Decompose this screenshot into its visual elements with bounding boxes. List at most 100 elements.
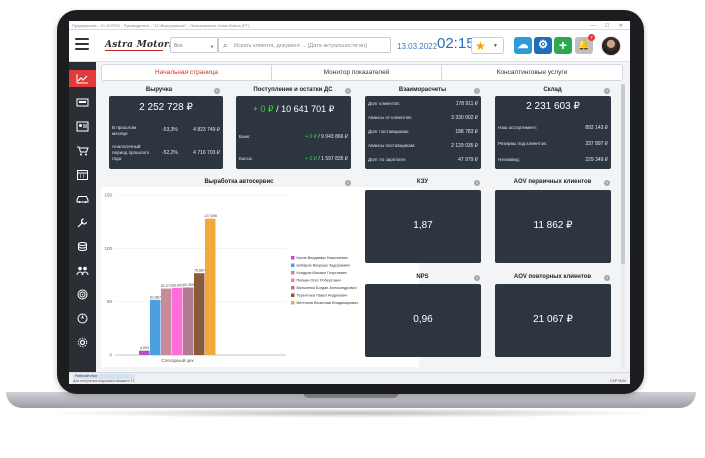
aov-repeat-card[interactable]: 21 067 ₽: [495, 284, 611, 357]
legend-swatch: [291, 301, 295, 305]
info-icon[interactable]: i: [604, 88, 610, 94]
revenue-prev-year-label: Аналогичный: [112, 144, 141, 149]
sidebar-item-navigation[interactable]: [69, 310, 96, 327]
warehouse-row-label: Резервы под клиентов:: [498, 141, 548, 146]
create-button[interactable]: +: [554, 37, 572, 54]
chevron-down-icon: ▼: [493, 43, 498, 49]
warehouse-card[interactable]: 2 231 603 ₽ Наш ассортимент: 892 143 ₽ Р…: [495, 96, 611, 169]
warehouse-row-value: 229 349 ₽: [585, 157, 608, 163]
info-icon[interactable]: i: [474, 180, 480, 186]
sidebar-item-service[interactable]: [69, 214, 96, 231]
cloud-icon: ☁: [517, 39, 529, 51]
y-tick-label: 100: [104, 246, 112, 251]
aov-first-title: AOV первичных клиентов: [513, 179, 592, 185]
bar-value-label: 127,806: [204, 214, 217, 218]
brand-logo: Astra Motors: [105, 40, 175, 51]
settlement-row-value: 2 129 035 ₽: [451, 143, 478, 149]
settlement-row-label: Долг клиентов:: [368, 101, 400, 106]
kzu-card[interactable]: 1,87: [365, 190, 481, 263]
legend-label: Бибаров Вахрушк Задориевич: [297, 264, 351, 268]
open-window-tab[interactable]: Рабочий стол: [73, 374, 135, 379]
kzu-title: КЗУ: [416, 179, 429, 185]
cashflow-title: Поступление и остатки ДС: [253, 87, 333, 93]
legend-label: Терентьев Павел Андреевич: [297, 294, 348, 298]
tab-consulting[interactable]: Консалтинговые услуги: [496, 69, 568, 76]
bank-label: Банк:: [239, 134, 251, 139]
sidebar-item-staff[interactable]: [69, 262, 96, 279]
revenue-prev-year-label: года: [112, 156, 122, 161]
vertical-scrollbar[interactable]: [621, 84, 625, 369]
sidebar-item-cash-register[interactable]: [69, 94, 96, 111]
info-icon[interactable]: i: [345, 88, 351, 94]
bank-value: 9 043 866 ₽: [321, 134, 348, 140]
app-screen: Предприятие - 1С:ASTRO - Руководитель - …: [69, 21, 630, 384]
bell-icon: 🔔: [577, 40, 591, 51]
legend-swatch: [291, 271, 295, 275]
sidebar-item-contacts[interactable]: [69, 118, 96, 135]
user-avatar[interactable]: [601, 36, 621, 56]
info-icon[interactable]: i: [604, 275, 610, 281]
nps-card[interactable]: 0,96: [365, 284, 481, 357]
warehouse-title: Склад: [543, 87, 562, 93]
sidebar: [69, 62, 96, 372]
window-controls[interactable]: — ☐ ✕: [590, 23, 627, 29]
plus-icon: +: [558, 37, 568, 53]
sidebar-item-settings[interactable]: [69, 334, 96, 351]
current-time: 02:15: [437, 35, 475, 52]
cart-icon: [77, 146, 89, 156]
settlement-row-value: 3 330 002 ₽: [451, 115, 478, 121]
revenue-title: Выручка: [145, 87, 173, 93]
cashflow-card[interactable]: + 0 ₽ / 10 641 701 ₽ Банк: + 0 ₽ / 9 043…: [236, 96, 351, 169]
bar-value-label: 4,093: [140, 346, 149, 350]
search-scope-value: Все: [174, 43, 183, 49]
revenue-card[interactable]: 2 252 728 ₽ В прошлом месяце -53,3% 4 82…: [109, 96, 223, 169]
settlements-card[interactable]: Долг клиентов: 178 911 ₽ Авансы от клиен…: [365, 96, 481, 169]
tab-kpi-monitor[interactable]: Монитор показателей: [272, 65, 442, 80]
info-icon[interactable]: i: [345, 180, 351, 186]
search-input[interactable]: ⌕ Искать клиента, документ ... [Дата акту…: [218, 37, 391, 53]
notifications-button[interactable]: 🔔: [575, 37, 593, 54]
cash-income: + 0 ₽: [305, 156, 317, 162]
sidebar-item-cars[interactable]: [69, 190, 96, 207]
aov-repeat-title: AOV повторных клиентов: [513, 274, 592, 280]
legend-swatch: [291, 293, 295, 297]
cashflow-income: + 0 ₽: [252, 104, 274, 114]
cash-value: 1 597 835 ₽: [321, 156, 348, 162]
scrollbar-thumb[interactable]: [621, 84, 625, 264]
info-icon[interactable]: i: [474, 275, 480, 281]
revenue-prev-year-label: период прошлого: [112, 150, 150, 155]
revenue-prev-month-value: 4 823 749 ₽: [193, 127, 220, 133]
search-placeholder: Искать клиента, документ ... [Дата актуа…: [234, 43, 367, 49]
info-icon[interactable]: i: [474, 88, 480, 94]
info-icon[interactable]: i: [214, 88, 220, 94]
app-header: Astra Motors Все ▼ ⌕ Искать клиента, докум…: [69, 30, 630, 62]
tab-home[interactable]: Начальная страница: [102, 65, 272, 80]
chart-bar: [139, 350, 150, 355]
menu-icon[interactable]: [75, 38, 89, 52]
chart-bar: [205, 218, 216, 355]
laptop-notch: [303, 392, 399, 398]
cloud-sync-button[interactable]: ☁: [514, 37, 532, 54]
settlement-row-label: Авансы поставщикам:: [368, 143, 416, 148]
info-icon[interactable]: i: [604, 180, 610, 186]
settings-icon: [77, 337, 88, 348]
chevron-down-icon: ▼: [210, 44, 214, 49]
sidebar-item-calendar[interactable]: [69, 166, 96, 183]
legend-label: Волькенко Богдан Александрович: [297, 286, 357, 290]
cashflow-total: 10 641 701 ₽: [281, 104, 335, 114]
search-scope-select[interactable]: Все ▼: [170, 37, 218, 53]
production-chart-svg: 0 50 100 150 4,093 51,667 62,271 63,001 63,305 76…: [104, 193, 358, 364]
target-icon: [77, 289, 88, 300]
sidebar-item-sales[interactable]: [69, 142, 96, 159]
settings-button[interactable]: ⚙: [534, 37, 552, 54]
cashflow-total-line: + 0 ₽ / 10 641 701 ₽: [252, 104, 335, 114]
legend-swatch: [291, 278, 295, 282]
sidebar-item-marketing[interactable]: [69, 286, 96, 303]
car-icon: [76, 196, 89, 203]
favorites-button[interactable]: ★ ▼: [471, 37, 504, 54]
wrench-icon: [77, 218, 88, 228]
sidebar-item-finance[interactable]: [69, 238, 96, 255]
aov-first-value: 11 862 ₽: [533, 220, 573, 231]
sidebar-item-analytics[interactable]: [69, 70, 96, 87]
aov-first-card[interactable]: 11 862 ₽: [495, 190, 611, 263]
